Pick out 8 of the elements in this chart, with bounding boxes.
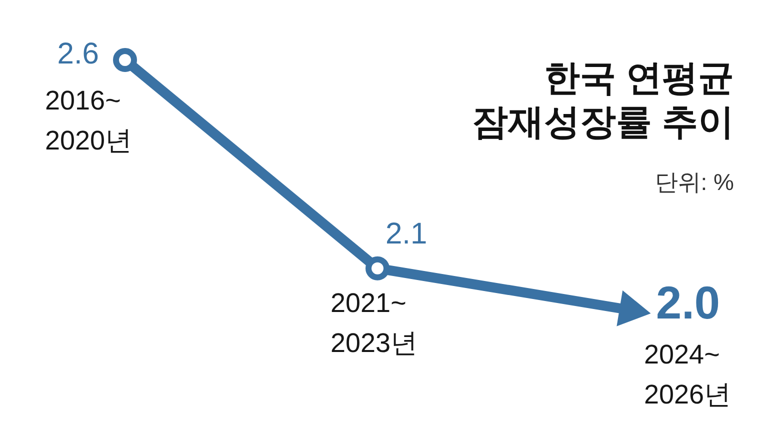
x-tick-label: 2021~ 2023년 bbox=[330, 288, 418, 358]
annotation: 단위: % bbox=[654, 168, 734, 196]
data-label: 2.1 bbox=[386, 218, 428, 251]
x-tick-label: 2016~ 2020년 bbox=[45, 85, 132, 156]
text: 한국 연평균 잠재성장률 추이 bbox=[472, 56, 734, 144]
data-label: 2.6 bbox=[57, 37, 99, 70]
x-tick-label: 2024~ 2026년 bbox=[644, 339, 732, 410]
data-label: 2.0 bbox=[656, 276, 720, 329]
